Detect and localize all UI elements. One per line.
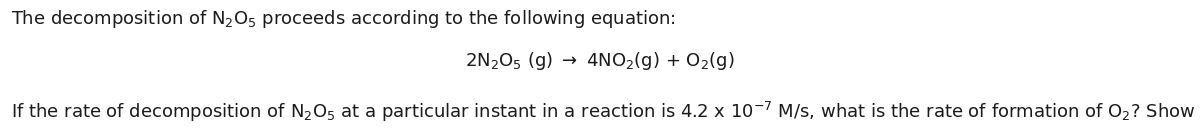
Text: The decomposition of N$_2$O$_5$ proceeds according to the following equation:: The decomposition of N$_2$O$_5$ proceeds…: [11, 8, 676, 30]
Text: If the rate of decomposition of N$_2$O$_5$ at a particular instant in a reaction: If the rate of decomposition of N$_2$O$_…: [11, 100, 1200, 124]
Text: 2N$_2$O$_5$ (g) $\rightarrow$ 4NO$_2$(g) + O$_2$(g): 2N$_2$O$_5$ (g) $\rightarrow$ 4NO$_2$(g)…: [466, 50, 734, 72]
